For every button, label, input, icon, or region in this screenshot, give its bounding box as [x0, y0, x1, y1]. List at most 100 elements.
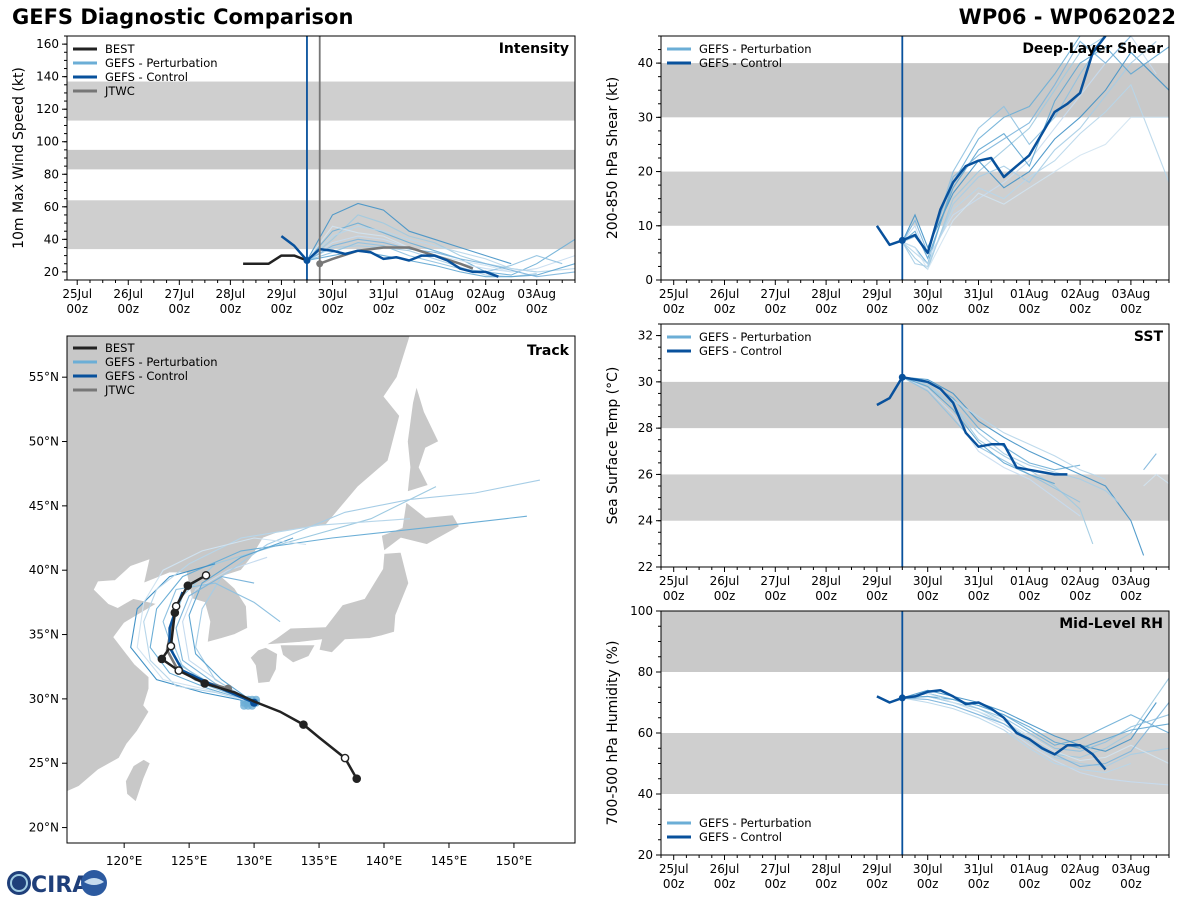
y-tick-label: 100 — [630, 604, 653, 618]
lat-tick-label: 25°N — [29, 756, 59, 770]
lat-tick-label: 50°N — [29, 435, 59, 449]
chart-rh: 20 40 60 80 100 25Jul 00z 26Jul 00z 27Jul 00z 28Jul… — [605, 604, 1170, 891]
map-frame — [66, 335, 576, 844]
best-track-marker — [166, 641, 176, 651]
y-tick-label: 60 — [44, 200, 59, 214]
best-track-marker — [200, 679, 210, 688]
shikoku-landmass — [279, 644, 316, 664]
legend-label: GEFS - Perturbation — [699, 42, 812, 56]
category-band — [67, 81, 575, 121]
x-tick-label: 29Jul 00z — [267, 287, 297, 316]
panel-title: Track — [527, 343, 570, 359]
panel-title: SST — [1134, 329, 1164, 345]
x-tick-label: 01Aug 00z — [1010, 287, 1049, 316]
perturbation-member-line — [902, 692, 1169, 752]
perturbation-member-line — [901, 51, 1169, 249]
category-band — [661, 474, 1169, 521]
perturbation-track — [188, 537, 294, 704]
y-tick-label: 30 — [638, 110, 653, 124]
perturbation-track — [149, 515, 527, 704]
chart-track: 120°E 125°E 130°E 135°E 140°E 145°E 150°E 20°N 2… — [29, 335, 576, 868]
y-axis-label: 700-500 hPa Humidity (%) — [605, 641, 621, 826]
init-marker — [303, 256, 311, 264]
x-tick-label: 26Jul 00z — [113, 287, 143, 316]
best-track-marker — [174, 666, 184, 675]
legend-label: GEFS - Control — [699, 56, 782, 70]
perturbation-member-line — [901, 36, 1132, 255]
x-tick-label: 26Jul 00z — [710, 287, 740, 316]
init-marker — [898, 694, 906, 702]
lon-tick-label: 140°E — [366, 854, 403, 868]
x-tick-label: 30Jul 00z — [318, 287, 348, 316]
y-tick-label: 28 — [638, 421, 653, 435]
x-tick-label: 31Jul 00z — [964, 287, 994, 316]
perturbation-member-line — [306, 238, 575, 278]
category-band — [661, 381, 1169, 429]
storm-id-title: WP06 - WP062022 — [958, 5, 1176, 29]
perturbation-member-line — [901, 46, 1169, 260]
panel-title: Mid-Level RH — [1059, 616, 1163, 632]
x-tick-label: 25Jul 00z — [659, 287, 689, 316]
y-tick-label: 20 — [638, 848, 653, 862]
cira-wordmark: CIRA — [31, 873, 89, 898]
best-track-marker — [171, 601, 181, 611]
lon-tick-label: 150°E — [496, 854, 533, 868]
x-tick-label: 30Jul 00z — [913, 862, 943, 891]
x-tick-label: 02Aug 00z — [466, 287, 505, 316]
best-track-marker — [352, 774, 362, 783]
y-tick-label: 32 — [638, 329, 653, 343]
y-tick-label: 22 — [638, 560, 653, 574]
y-tick-label: 40 — [638, 56, 653, 70]
y-tick-label: 160 — [36, 37, 59, 51]
plot-area-sst — [661, 324, 1169, 567]
lat-tick-label: 35°N — [29, 628, 59, 642]
x-tick-label: 02Aug 00z — [1061, 287, 1100, 316]
plot-area-intensity — [67, 36, 575, 280]
perturbation-member-line — [902, 376, 1145, 556]
x-tick-label: 26Jul 00z — [710, 862, 740, 891]
x-tick-label: 30Jul 00z — [913, 287, 943, 316]
legend-label: BEST — [105, 42, 135, 56]
legend-label: GEFS - Perturbation — [105, 56, 218, 70]
y-tick-label: 20 — [638, 165, 653, 179]
x-tick-label: 31Jul 00z — [369, 287, 399, 316]
category-band — [661, 63, 1169, 118]
y-tick-label: 24 — [638, 514, 653, 528]
perturbation-member-line — [306, 202, 512, 265]
y-tick-label: 30 — [638, 375, 653, 389]
chart-intensity: 20 40 60 80 100 120 140 160 25Jul 00z 26Jul 00z 27Ju… — [11, 35, 576, 316]
plot-frame — [660, 323, 1170, 568]
x-tick-label: 27Jul 00z — [760, 862, 790, 891]
init-marker — [898, 236, 906, 244]
jtwc-init-marker — [316, 260, 324, 268]
legend-label: GEFS - Perturbation — [699, 816, 812, 830]
category-band — [661, 611, 1169, 672]
perturbation-member-line — [306, 225, 575, 273]
legend-label: JTWC — [104, 383, 135, 397]
gefs-control-line — [876, 375, 1068, 476]
x-tick-label: 27Jul 00z — [760, 574, 790, 603]
perturbation-member-line — [306, 242, 563, 273]
panel-title: Intensity — [499, 41, 569, 57]
perturbation-track — [130, 563, 255, 704]
perturbation-member-line — [902, 697, 1132, 774]
gefs-control-line — [280, 235, 499, 278]
chart-shear: 0 10 20 30 40 25Jul 00z 26Jul 00z 27Jul 00z 28Jul 00… — [605, 35, 1170, 316]
y-tick-label: 40 — [44, 232, 59, 246]
y-tick-label: 26 — [638, 467, 653, 481]
perturbation-member-line — [902, 376, 1094, 545]
sakhalin-landmass — [406, 384, 440, 493]
gefs-control-line — [875, 36, 1107, 255]
perturbation-member-line — [902, 376, 1081, 503]
x-tick-label: 25Jul 00z — [659, 862, 689, 891]
best-track-marker — [340, 753, 350, 763]
panel-title: Deep-Layer Shear — [1022, 41, 1163, 57]
legend-label: GEFS - Perturbation — [699, 330, 812, 344]
y-tick-label: 80 — [44, 167, 59, 181]
category-band — [67, 149, 575, 170]
x-tick-label: 28Jul 00z — [811, 862, 841, 891]
perturbation-member-line — [1143, 453, 1157, 471]
x-tick-label: 29Jul 00z — [862, 287, 892, 316]
perturbation-member-line — [902, 695, 1169, 768]
